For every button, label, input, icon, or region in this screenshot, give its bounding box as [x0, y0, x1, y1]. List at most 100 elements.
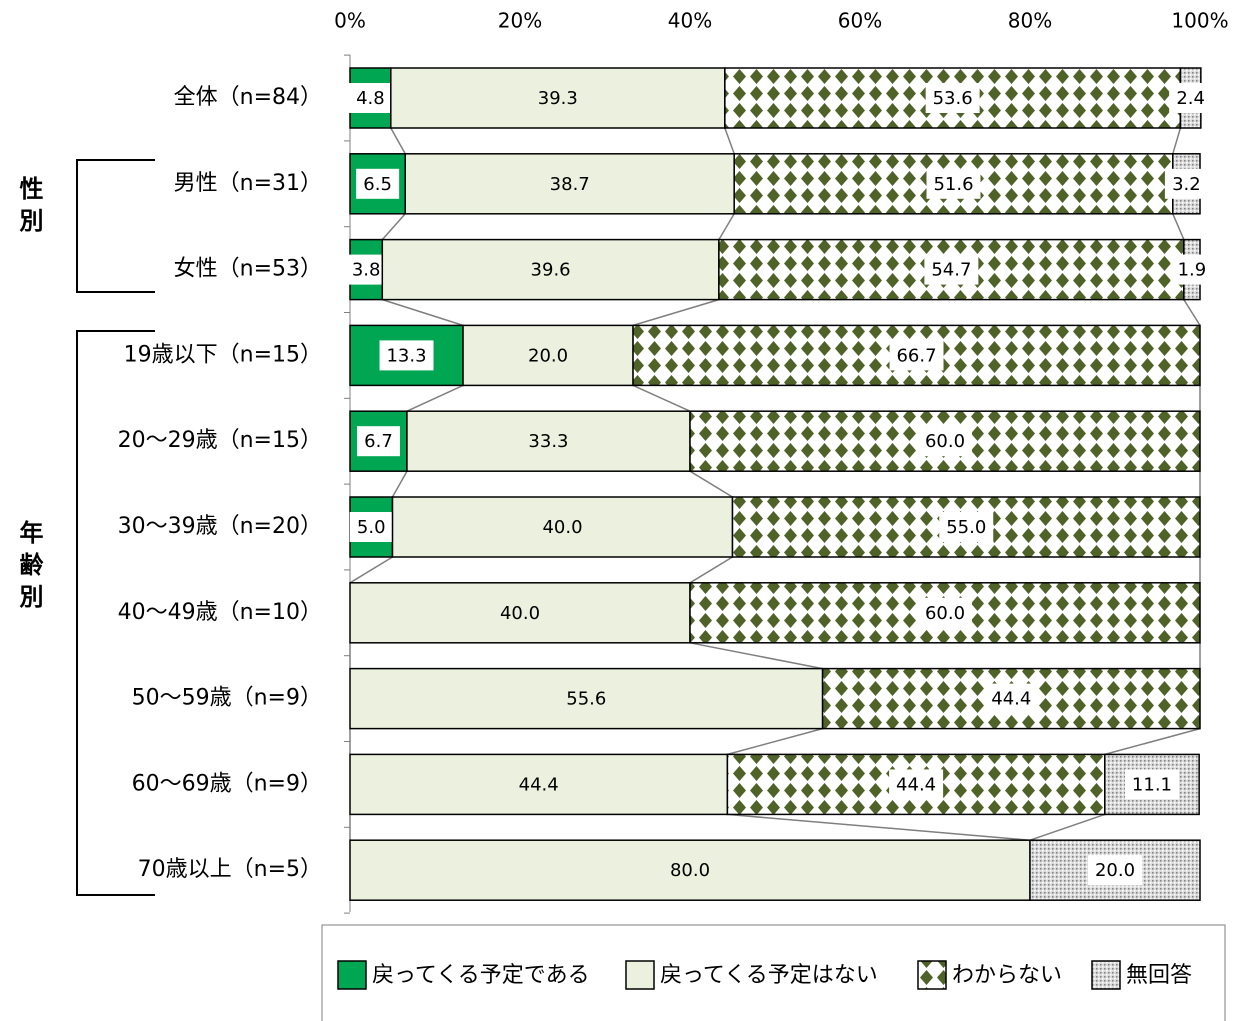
series-line: [689, 470, 733, 498]
legend-swatch: [337, 960, 367, 990]
label-box: [1088, 855, 1142, 886]
data-label: 6.7: [364, 431, 393, 452]
label-box: [379, 340, 434, 371]
data-label: 55.6: [566, 689, 606, 710]
x-tick-label: 40%: [668, 9, 712, 33]
x-tick-label: 80%: [1008, 9, 1052, 33]
label-box: [348, 83, 392, 113]
data-label: 20.0: [528, 345, 568, 366]
bar-segment: [462, 324, 634, 387]
data-label: 53.6: [933, 88, 973, 109]
data-label: 60.0: [925, 603, 965, 624]
series-line: [381, 213, 406, 241]
series-line: [349, 556, 393, 584]
data-label: 4.8: [356, 88, 385, 109]
y-tick-label: 40～49歳（n=10）: [118, 600, 322, 625]
data-label: 2.4: [1176, 88, 1205, 109]
label-box: [926, 168, 981, 199]
data-label: 11.1: [1132, 774, 1172, 795]
series-line: [406, 384, 464, 412]
label-box: [1164, 168, 1208, 199]
series-line: [718, 213, 735, 240]
data-label: 13.3: [386, 345, 426, 366]
data-label: 44.4: [991, 689, 1031, 710]
data-label: 20.0: [1095, 860, 1135, 881]
label-box: [356, 168, 400, 199]
data-label: 40.0: [500, 603, 540, 624]
series-line: [727, 813, 1031, 841]
legend-label: 戻ってくる予定はない: [660, 963, 878, 988]
series-line: [1029, 813, 1106, 841]
y-tick-label: 70歳以上（n=5）: [138, 857, 322, 882]
y-tick-label: 男性（n=31）: [174, 171, 322, 196]
data-label: 51.6: [933, 174, 973, 195]
label-box: [918, 426, 972, 457]
y-tick-label: 50～59歳（n=9）: [132, 686, 322, 711]
data-label: 38.7: [550, 174, 590, 195]
data-label: 6.5: [363, 174, 392, 195]
bar-segment: [349, 839, 1031, 901]
x-tick-label: 100%: [1171, 9, 1228, 33]
series-line: [1183, 299, 1201, 326]
bar-segment: [404, 153, 735, 215]
label-box: [349, 512, 393, 542]
series-line: [689, 642, 823, 670]
data-label: 55.0: [946, 517, 986, 538]
series-line: [632, 384, 691, 412]
label-box: [1124, 769, 1179, 800]
series-line: [1172, 213, 1185, 240]
y-tick-label: 19歳以下（n=15）: [124, 342, 322, 367]
label-box: [889, 340, 944, 371]
x-tick-label: 0%: [334, 9, 366, 33]
data-label: 44.4: [519, 774, 559, 795]
data-label: 60.0: [925, 431, 965, 452]
y-tick-label: 全体（n=84）: [174, 85, 322, 110]
series-line: [632, 298, 720, 327]
label-box: [1170, 254, 1214, 285]
y-tick-label: 30～39歳（n=20）: [118, 514, 322, 539]
bar-segment: [349, 324, 464, 387]
group-label: 年齢別: [15, 519, 43, 616]
label-box: [344, 254, 388, 285]
data-label: 39.3: [538, 88, 578, 109]
legend-box: [321, 924, 1226, 1021]
label-box: [925, 83, 980, 113]
legend-label: 無回答: [1126, 963, 1192, 988]
legend-label: 戻ってくる予定である: [372, 963, 590, 988]
series-line: [1172, 127, 1182, 155]
data-label: 3.2: [1172, 174, 1201, 195]
series-line: [727, 727, 823, 756]
legend-swatch: [625, 960, 655, 990]
y-tick-label: 20～29歳（n=15）: [118, 428, 322, 453]
series-line: [390, 127, 406, 155]
series-line: [391, 470, 408, 498]
data-label: 66.7: [896, 345, 936, 366]
data-label: 40.0: [542, 517, 582, 538]
data-label: 5.0: [357, 517, 386, 538]
series-line: [724, 127, 735, 155]
group-bracket: [76, 159, 155, 293]
label-box: [924, 254, 979, 285]
legend-swatch: [917, 960, 947, 990]
bar-segment: [349, 582, 691, 644]
series-line: [382, 298, 464, 327]
bar-segment: [349, 753, 729, 816]
label-box: [984, 683, 1039, 714]
bar-segment: [391, 496, 734, 558]
bar-segment: [406, 410, 691, 472]
label-box: [356, 426, 400, 457]
y-tick-label: 60～69歳（n=9）: [132, 771, 322, 796]
data-label: 39.6: [531, 260, 571, 281]
legend-label: わからない: [952, 963, 1062, 988]
group-label: 性別: [15, 176, 43, 240]
data-label: 1.9: [1178, 260, 1207, 281]
x-tick-label: 60%: [838, 9, 882, 33]
data-label: 44.4: [896, 774, 936, 795]
label-box: [939, 512, 994, 542]
series-line: [1104, 727, 1201, 756]
label-box: [889, 769, 944, 800]
label-box: [918, 597, 972, 628]
data-label: 3.8: [352, 260, 381, 281]
group-bracket: [76, 330, 155, 896]
